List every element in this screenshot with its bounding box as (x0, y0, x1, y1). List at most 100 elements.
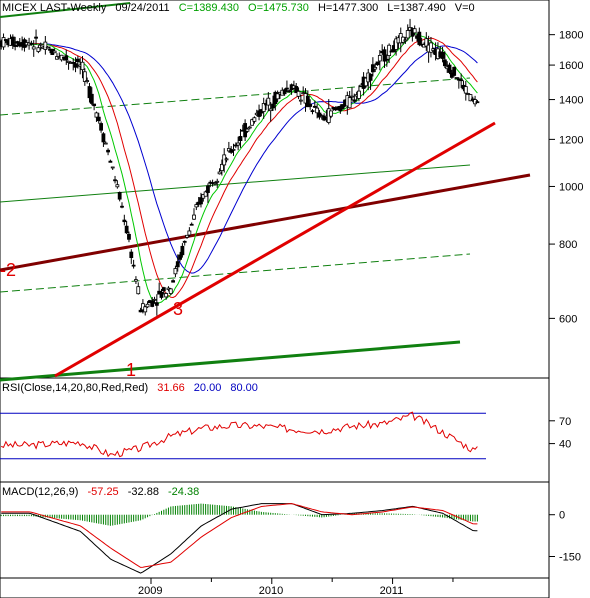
price-bar-body (322, 115, 326, 121)
price-bar-body (120, 205, 124, 208)
rsi-tick-label: 70 (559, 416, 571, 428)
price-bar-body (73, 63, 78, 68)
price-bar-body (131, 264, 136, 267)
price-bar-body (219, 163, 224, 171)
price-bar-body (266, 97, 271, 106)
price-bar-body (115, 184, 120, 188)
price-bar-body (468, 94, 473, 102)
price-bar-body (206, 185, 210, 193)
price-bar-body (29, 42, 34, 45)
price-bar-body (36, 47, 41, 52)
price-bar-body (138, 309, 143, 313)
price-bar-body (275, 93, 280, 100)
price-bar-body (164, 293, 169, 298)
price-bar-body (442, 59, 447, 67)
price-bar-body (143, 306, 148, 313)
price-bar-body (145, 303, 150, 308)
price-bar-body (331, 107, 336, 110)
mid-channel-line (0, 164, 471, 203)
trendline-label-1: 1 (126, 360, 136, 380)
price-bar-body (233, 144, 238, 147)
price-bar-body (312, 105, 317, 108)
price-bar-body (161, 287, 166, 292)
price-bar-body (287, 90, 292, 93)
price-bar-body (75, 58, 80, 63)
price-bar-body (403, 39, 408, 42)
price-bar-body (85, 80, 90, 82)
price-bar-body (424, 38, 429, 47)
price-tick-label: 800 (559, 239, 577, 251)
price-bar-body (178, 254, 182, 260)
price-bar-body (87, 86, 92, 99)
price-bar-body (231, 148, 236, 151)
price-bar-body (64, 55, 69, 61)
price-bar-body (466, 93, 471, 95)
time-tick-label: 2011 (380, 585, 404, 597)
macd-header: MACD(12,26,9) -57.25 -32.88 -24.38 (2, 486, 199, 498)
price-bar-body (412, 28, 417, 34)
macd-signal-line (1, 503, 478, 568)
price-axis: 1800 1600 1400 1200 1000 800 600 (549, 30, 583, 325)
price-bar-body (215, 180, 220, 183)
header-volume: V=0 (455, 2, 475, 14)
price-bar-body (106, 149, 110, 153)
rsi-tick-label: 40 (559, 439, 571, 451)
rsi-high-level: 80.00 (230, 382, 258, 394)
price-bar-body (82, 71, 87, 82)
price-bar-body (475, 101, 480, 104)
ma-red-line (0, 37, 478, 299)
price-bar-body (182, 240, 187, 243)
dashed-channel-line-upper (0, 77, 471, 116)
price-bar-body (1, 37, 6, 48)
price-bar-body (417, 31, 422, 45)
price-bar-body (250, 119, 254, 126)
chart-title: MICEX LAST-Weekly (2, 2, 107, 14)
price-bar-body (124, 225, 129, 234)
price-bar-body (45, 46, 50, 49)
rsi-panel (0, 377, 550, 483)
price-bar-body (175, 261, 180, 268)
trend-lines (0, 2, 531, 382)
rsi-axis: 70 40 (549, 416, 571, 451)
price-bar-body (317, 112, 322, 118)
price-bar-body (13, 44, 18, 47)
price-tick-label: 1600 (559, 60, 583, 72)
rsi-value: 31.66 (157, 382, 185, 394)
price-bar-body (152, 298, 157, 301)
price-bar-body (340, 104, 345, 109)
price-bar-body (173, 268, 178, 275)
price-bar-body (168, 288, 173, 294)
price-bar-body (180, 245, 185, 256)
macd-line (1, 503, 478, 574)
price-bar-body (282, 89, 287, 95)
price-bar-body (296, 90, 301, 97)
macd-axis: 0 -150 (549, 510, 581, 564)
price-bar-body (261, 103, 266, 112)
price-bar-body (80, 61, 85, 71)
price-bar-body (347, 97, 352, 109)
price-bar-body (285, 87, 289, 90)
price-bar-body (394, 38, 399, 50)
price-bar-body (192, 214, 196, 220)
chart-header: MICEX LAST-Weekly 09/24/2011 C=1389.430 … (2, 2, 475, 14)
price-bar-body (247, 126, 252, 129)
price-bar-body (89, 93, 94, 104)
price-bar-body (308, 103, 313, 107)
price-bar-body (71, 61, 76, 64)
price-bar-body (357, 90, 361, 99)
price-bar-body (185, 234, 189, 238)
price-bar-body (333, 108, 338, 111)
price-bar-body (452, 66, 457, 76)
price-bar-body (310, 110, 315, 113)
rsi-line (1, 411, 478, 458)
price-bar-body (199, 197, 203, 205)
macd-signal-value: -32.88 (128, 486, 159, 498)
price-bar-body (136, 286, 141, 295)
price-bar-body (229, 149, 234, 153)
price-bar-body (34, 36, 38, 39)
price-bar-body (129, 251, 134, 259)
price-tick-label: 1400 (559, 95, 583, 107)
rsi-low-level: 20.00 (194, 382, 222, 394)
